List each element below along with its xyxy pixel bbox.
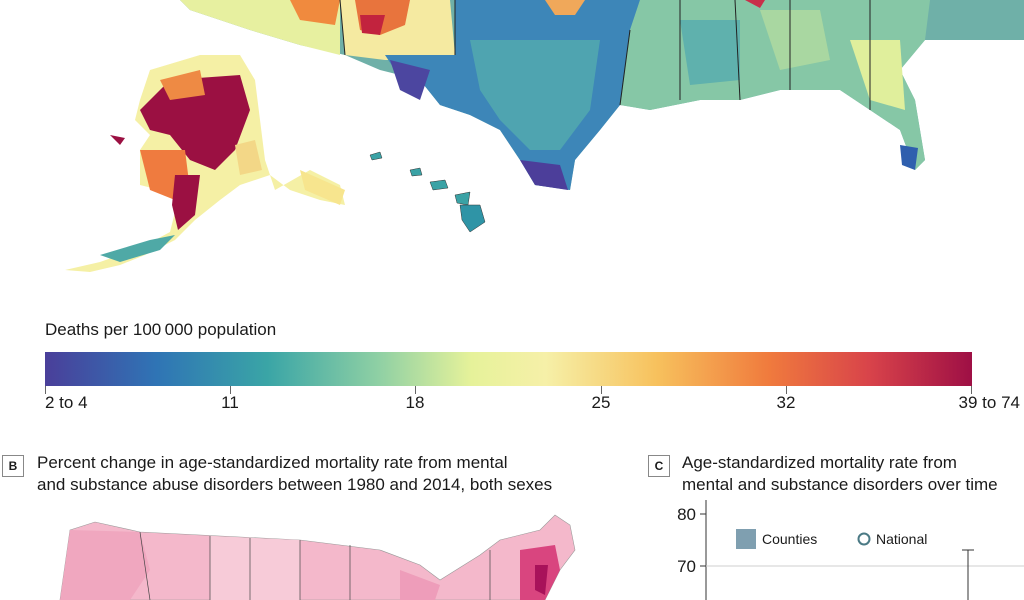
panel-b-title-line: Percent change in age-standardized morta…: [37, 453, 508, 472]
panel-c-title-line: Age-standardized mortality rate from: [682, 453, 957, 472]
legend-tick-mark: [415, 386, 416, 394]
panel-b-title: Percent change in age-standardized morta…: [37, 452, 637, 496]
alaska: [65, 55, 345, 272]
panel-b-badge: B: [2, 455, 24, 477]
legend-title: Deaths per 100 000 population: [45, 320, 277, 339]
legend-tick-label: 39 to 74: [958, 393, 1020, 412]
percent-change-map: [59, 514, 576, 600]
counties-legend-swatch: [736, 529, 756, 549]
national-legend-marker: [857, 532, 871, 546]
y-tick-label: 80: [677, 505, 696, 524]
national-legend-label: National: [876, 531, 927, 547]
contiguous-us-southern-portion: [180, 0, 1024, 190]
hawaii: [369, 151, 486, 233]
legend-tick-label: 18: [405, 393, 425, 412]
panel-c-badge: C: [648, 455, 670, 477]
legend-tick-label: 2 to 4: [45, 393, 88, 412]
legend-tick-mark: [601, 386, 602, 394]
legend-tick-label: 32: [776, 393, 796, 412]
legend-tick-mark: [45, 386, 46, 394]
mortality-over-time-chart: 80 70 Counties National: [677, 500, 1024, 600]
panel-c-title-line: mental and substance disorders over time: [682, 475, 998, 494]
counties-legend-label: Counties: [762, 531, 817, 547]
y-tick-label: 70: [677, 557, 696, 576]
legend-tick-mark: [230, 386, 231, 394]
legend-tick-label: 25: [591, 393, 611, 412]
legend-tick-label: 11: [221, 393, 239, 412]
color-legend: Deaths per 100 000 population 2 to 4 11 …: [0, 310, 1024, 420]
panel-b-title-line: and substance abuse disorders between 19…: [37, 475, 553, 494]
legend-color-bar: [45, 352, 972, 386]
mortality-rate-map: [65, 0, 1024, 272]
panel-c-title: Age-standardized mortality rate from men…: [682, 452, 1024, 496]
legend-tick-mark: [971, 386, 972, 394]
legend-tick-mark: [786, 386, 787, 394]
